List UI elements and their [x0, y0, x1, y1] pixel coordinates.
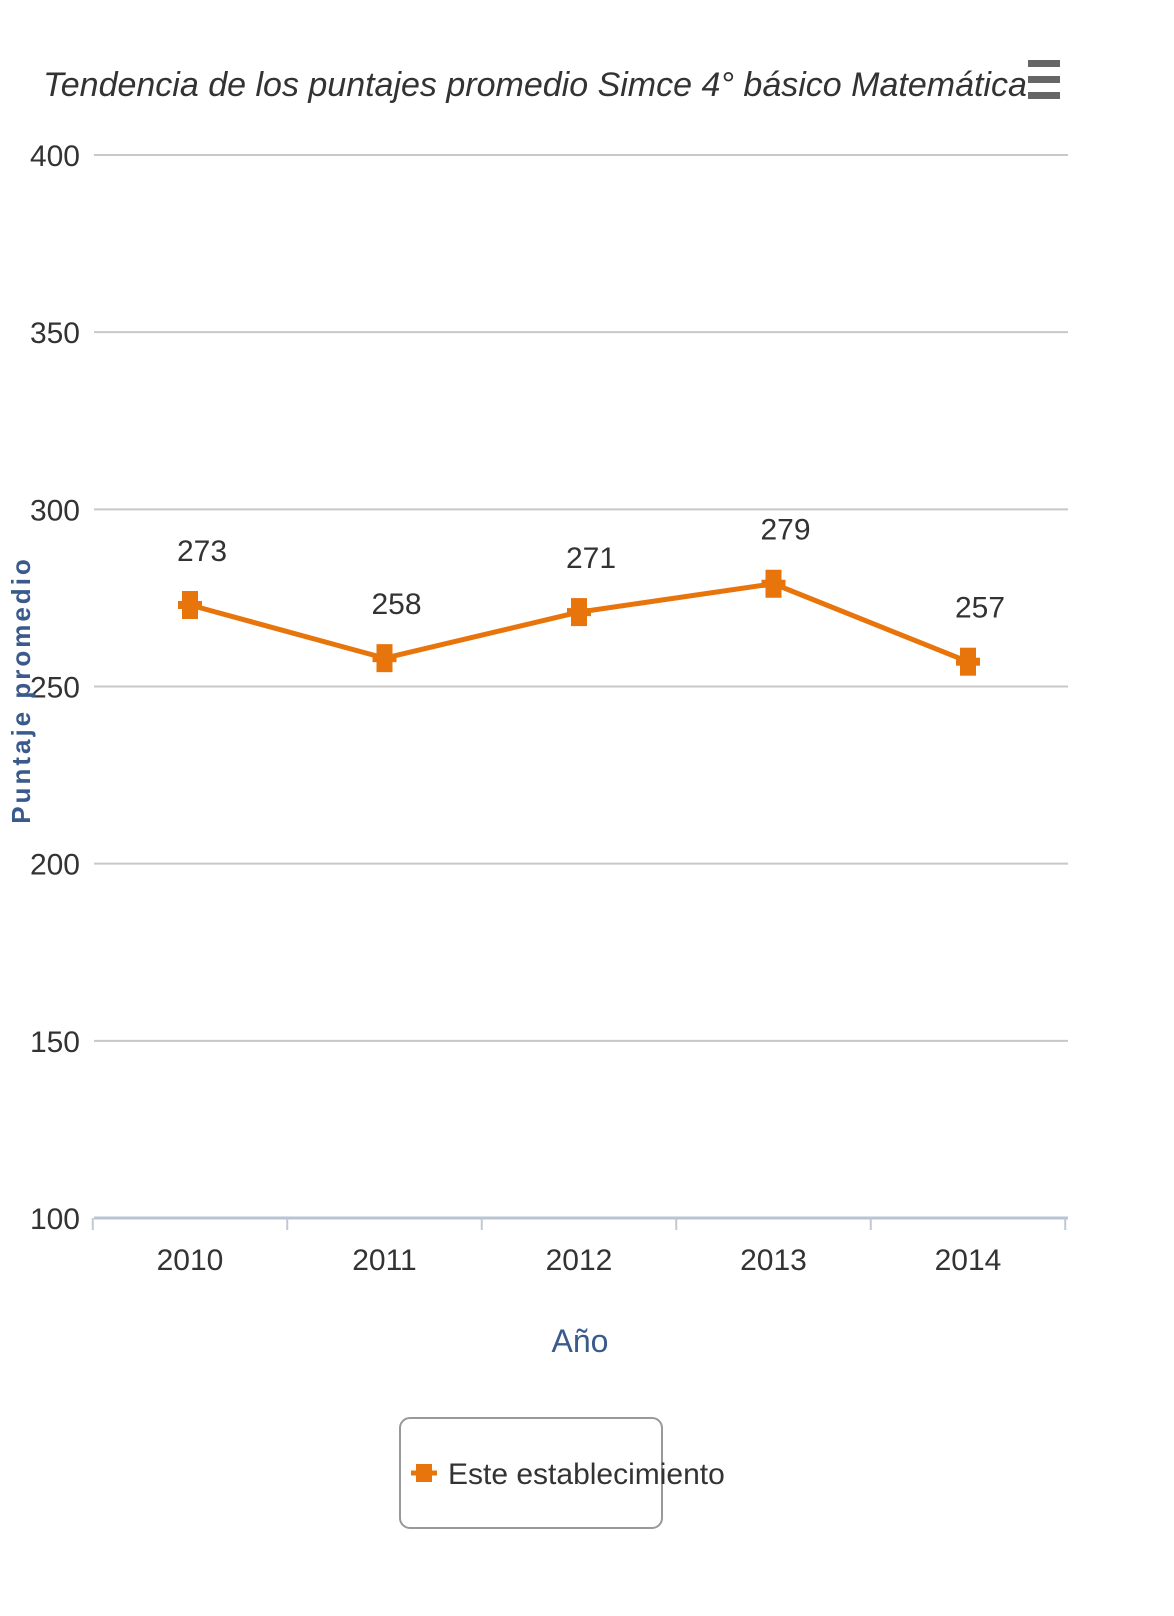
data-point-cross: [761, 579, 786, 588]
data-label: 279: [760, 514, 810, 547]
x-tick-label: 2011: [352, 1244, 417, 1277]
y-tick-label: 350: [30, 317, 80, 350]
chart-title: Tendencia de los puntajes promedio Simce…: [43, 66, 1027, 104]
y-tick-label: 300: [30, 494, 80, 527]
y-tick-labels: 100 150 200 250 300 350 400: [30, 140, 80, 1236]
x-tick-labels: 2010 2011 2012 2013 2014: [91, 1218, 1067, 1277]
data-label: 271: [566, 542, 616, 575]
data-point-cross: [956, 657, 980, 666]
data-labels: 273 258 271 279 257: [177, 514, 1005, 625]
data-label: 258: [371, 588, 421, 621]
legend-box: [399, 1417, 663, 1529]
menu-bar: [1028, 76, 1060, 83]
y-tick-label: 400: [30, 140, 80, 173]
data-label: 273: [177, 535, 227, 568]
data-label: 257: [955, 592, 1005, 625]
legend-item-este-establecimiento[interactable]: Este establecimiento: [411, 1458, 725, 1491]
gridlines: [94, 154, 1068, 1220]
data-point-cross: [372, 654, 397, 663]
y-tick-label: 150: [30, 1026, 80, 1059]
x-tick-label: 2014: [935, 1244, 1002, 1277]
y-tick-label: 250: [30, 672, 80, 705]
menu-button[interactable]: [1025, 55, 1061, 113]
x-tick-label: 2013: [740, 1244, 807, 1277]
legend[interactable]: Este establecimiento: [399, 1417, 725, 1529]
legend-marker-icon: [416, 1464, 432, 1482]
y-tick-label: 100: [30, 1203, 80, 1236]
x-tick-label: 2010: [157, 1244, 224, 1277]
x-tick-label: 2012: [546, 1244, 613, 1277]
data-point-cross: [178, 601, 202, 610]
series-este-establecimiento: [178, 569, 980, 676]
legend-label: Este establecimiento: [448, 1458, 725, 1491]
y-axis-title: Puntaje promedio: [6, 556, 36, 824]
x-axis-title: Año: [552, 1323, 609, 1359]
data-point-cross: [567, 608, 591, 617]
menu-bar: [1028, 92, 1060, 99]
menu-bar: [1028, 60, 1060, 67]
y-tick-label: 200: [30, 849, 80, 882]
